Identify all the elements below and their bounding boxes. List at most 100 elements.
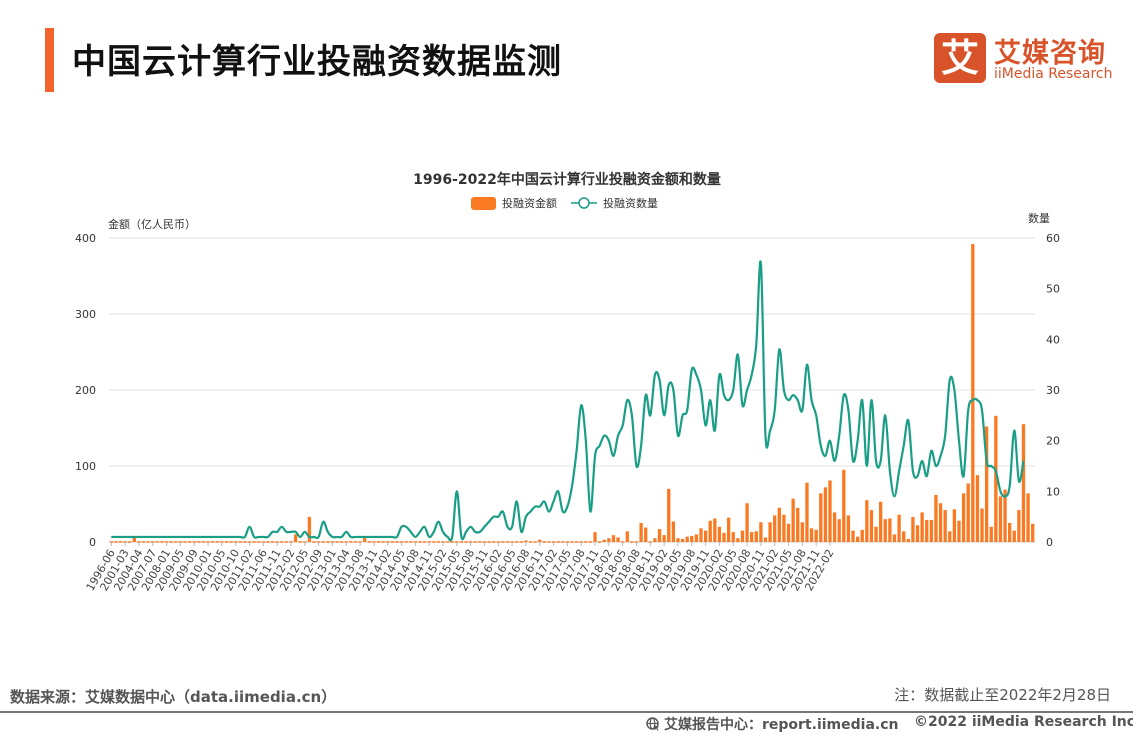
bar	[565, 541, 570, 543]
y-axis-left-ticks: 0 100 200 300 400	[75, 232, 96, 549]
bar	[478, 541, 482, 543]
bar	[109, 541, 113, 543]
bar	[602, 539, 606, 542]
bar	[413, 541, 418, 543]
bar	[653, 538, 657, 542]
bar	[1008, 523, 1012, 542]
bar	[390, 541, 394, 543]
title-accent-bar	[45, 28, 54, 92]
bar	[441, 541, 445, 543]
bar	[897, 514, 901, 542]
line-series	[111, 260, 1025, 542]
bar	[948, 531, 952, 542]
y-right-tick-label: 10	[1046, 485, 1060, 498]
bar	[243, 541, 247, 543]
bar	[906, 538, 910, 542]
bar	[717, 526, 722, 542]
bar	[837, 519, 841, 542]
legend-label-amount: 投融资金额	[502, 196, 557, 210]
bar	[211, 541, 215, 543]
y-left-tick-label: 0	[89, 536, 96, 549]
bar	[570, 541, 574, 543]
report-center-link[interactable]: 艾媒报告中心：report.iimedia.cn	[646, 714, 899, 734]
bar	[155, 541, 160, 543]
bar	[289, 541, 293, 543]
bar	[929, 519, 933, 542]
bar	[409, 541, 413, 543]
bar	[169, 541, 173, 543]
bar	[270, 541, 275, 543]
bar	[662, 535, 666, 542]
bar	[915, 525, 920, 542]
bar	[625, 531, 629, 542]
bar	[1031, 523, 1035, 542]
bar	[551, 541, 556, 543]
bar	[920, 512, 924, 542]
bar	[482, 541, 487, 543]
bar	[634, 541, 639, 543]
bar	[247, 541, 252, 543]
bar	[708, 520, 712, 542]
bar	[745, 503, 749, 542]
bar	[902, 531, 906, 542]
bar	[284, 541, 289, 543]
bar	[588, 541, 593, 543]
bar	[372, 541, 376, 543]
y-right-tick-label: 0	[1046, 536, 1053, 549]
bar	[422, 541, 427, 543]
bar	[128, 541, 132, 543]
bar	[1021, 424, 1026, 542]
bar	[736, 538, 740, 542]
y-right-tick-label: 40	[1046, 333, 1060, 346]
bar	[911, 516, 915, 542]
bar	[925, 519, 929, 542]
bar	[934, 494, 938, 542]
bar	[667, 488, 671, 542]
bar	[680, 538, 685, 542]
bar	[874, 526, 878, 542]
iimedia-logo: 艾 艾媒咨询 iiMedia Research	[934, 33, 1124, 85]
bar	[215, 541, 219, 543]
bar	[561, 541, 565, 543]
chart: 1996-2022年中国云计算行业投融资金额和数量 投融资金额 投融资数量 金额…	[75, 171, 1060, 593]
bar	[842, 469, 846, 542]
bar	[791, 498, 795, 542]
bar	[261, 541, 265, 543]
bar	[989, 526, 993, 542]
bar	[1017, 510, 1021, 542]
bar	[344, 541, 348, 543]
bar	[326, 541, 330, 543]
logo-text-cn: 艾媒咨询	[994, 38, 1106, 69]
bar	[763, 537, 768, 542]
bar	[174, 541, 178, 543]
bar	[492, 541, 496, 543]
bar	[1003, 489, 1007, 542]
bar	[280, 541, 284, 543]
y-axis-right-label: 数量	[1028, 212, 1050, 225]
bar	[750, 532, 754, 542]
bar	[183, 541, 187, 543]
bar	[805, 482, 809, 542]
bar	[607, 538, 611, 542]
legend-marker-count	[578, 197, 590, 209]
bar	[611, 535, 616, 542]
bar	[335, 541, 339, 543]
bar	[538, 539, 542, 542]
bar	[238, 541, 242, 543]
bar	[404, 541, 408, 543]
bar	[980, 508, 984, 542]
bar	[118, 541, 123, 543]
bar	[524, 540, 528, 542]
legend: 投融资金额 投融资数量	[471, 196, 658, 210]
bar	[386, 541, 390, 543]
bar	[938, 503, 943, 542]
bar	[1012, 530, 1016, 542]
bar	[1026, 493, 1030, 542]
bar	[275, 541, 279, 543]
data-note: 注：数据截止至2022年2月28日	[894, 686, 1111, 704]
data-source: 数据来源：艾媒数据中心（data.iimedia.cn）	[10, 688, 337, 706]
bar	[731, 532, 735, 542]
bar	[542, 541, 547, 543]
bar	[971, 244, 975, 542]
y-left-tick-label: 100	[75, 460, 96, 473]
